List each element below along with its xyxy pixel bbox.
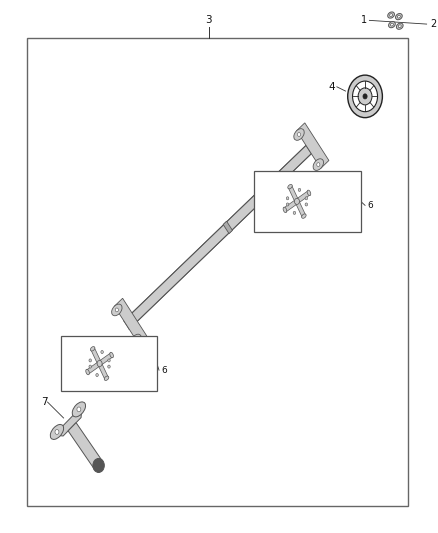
Circle shape	[297, 133, 300, 136]
Polygon shape	[91, 348, 101, 365]
Bar	[254, 171, 361, 232]
Text: 7: 7	[41, 397, 47, 407]
Text: 5: 5	[128, 343, 134, 352]
Circle shape	[294, 198, 300, 205]
Polygon shape	[295, 200, 306, 217]
Text: 1: 1	[361, 15, 367, 26]
Circle shape	[89, 365, 92, 368]
Circle shape	[101, 351, 103, 353]
Polygon shape	[124, 146, 311, 329]
Circle shape	[89, 359, 92, 362]
Circle shape	[108, 365, 110, 368]
Polygon shape	[87, 361, 101, 374]
Circle shape	[348, 75, 382, 118]
Ellipse shape	[389, 14, 392, 17]
Ellipse shape	[112, 304, 122, 316]
Circle shape	[363, 94, 367, 99]
Bar	[27, 38, 408, 506]
Ellipse shape	[104, 376, 109, 381]
Circle shape	[286, 197, 289, 200]
Circle shape	[305, 197, 307, 200]
Text: 6: 6	[161, 366, 167, 375]
Ellipse shape	[396, 13, 402, 20]
Ellipse shape	[302, 214, 306, 219]
Ellipse shape	[90, 346, 95, 351]
Circle shape	[55, 430, 59, 434]
Ellipse shape	[283, 207, 287, 213]
Text: 2: 2	[430, 19, 436, 29]
Circle shape	[358, 88, 372, 105]
Ellipse shape	[86, 369, 89, 375]
Circle shape	[77, 407, 81, 412]
Polygon shape	[114, 298, 147, 344]
Ellipse shape	[72, 402, 85, 417]
Text: 3: 3	[205, 14, 212, 25]
Polygon shape	[98, 362, 108, 379]
Ellipse shape	[93, 458, 104, 472]
Polygon shape	[288, 185, 299, 203]
Polygon shape	[297, 123, 329, 168]
Circle shape	[134, 338, 138, 342]
Text: 6: 6	[367, 201, 373, 210]
Polygon shape	[68, 423, 102, 470]
Circle shape	[293, 212, 296, 214]
Circle shape	[317, 163, 320, 166]
Polygon shape	[223, 221, 233, 233]
Ellipse shape	[397, 15, 400, 18]
Ellipse shape	[390, 23, 393, 26]
Circle shape	[298, 188, 301, 191]
Ellipse shape	[294, 128, 304, 140]
Ellipse shape	[131, 334, 141, 346]
Text: 5: 5	[321, 179, 327, 188]
Circle shape	[96, 374, 98, 376]
Ellipse shape	[307, 190, 311, 196]
Ellipse shape	[389, 21, 396, 28]
Ellipse shape	[288, 184, 292, 189]
Circle shape	[108, 359, 110, 362]
Polygon shape	[54, 406, 82, 436]
Ellipse shape	[313, 159, 324, 171]
Ellipse shape	[398, 25, 401, 28]
Circle shape	[97, 360, 102, 367]
Ellipse shape	[50, 424, 64, 439]
Text: 4: 4	[328, 82, 335, 92]
Ellipse shape	[110, 352, 113, 358]
Circle shape	[286, 203, 289, 206]
Circle shape	[353, 81, 378, 112]
Polygon shape	[99, 353, 113, 366]
Circle shape	[115, 308, 118, 312]
Polygon shape	[296, 191, 310, 204]
Bar	[61, 336, 157, 391]
Polygon shape	[284, 199, 298, 212]
Circle shape	[305, 203, 307, 206]
Ellipse shape	[396, 23, 403, 29]
Ellipse shape	[388, 12, 395, 18]
